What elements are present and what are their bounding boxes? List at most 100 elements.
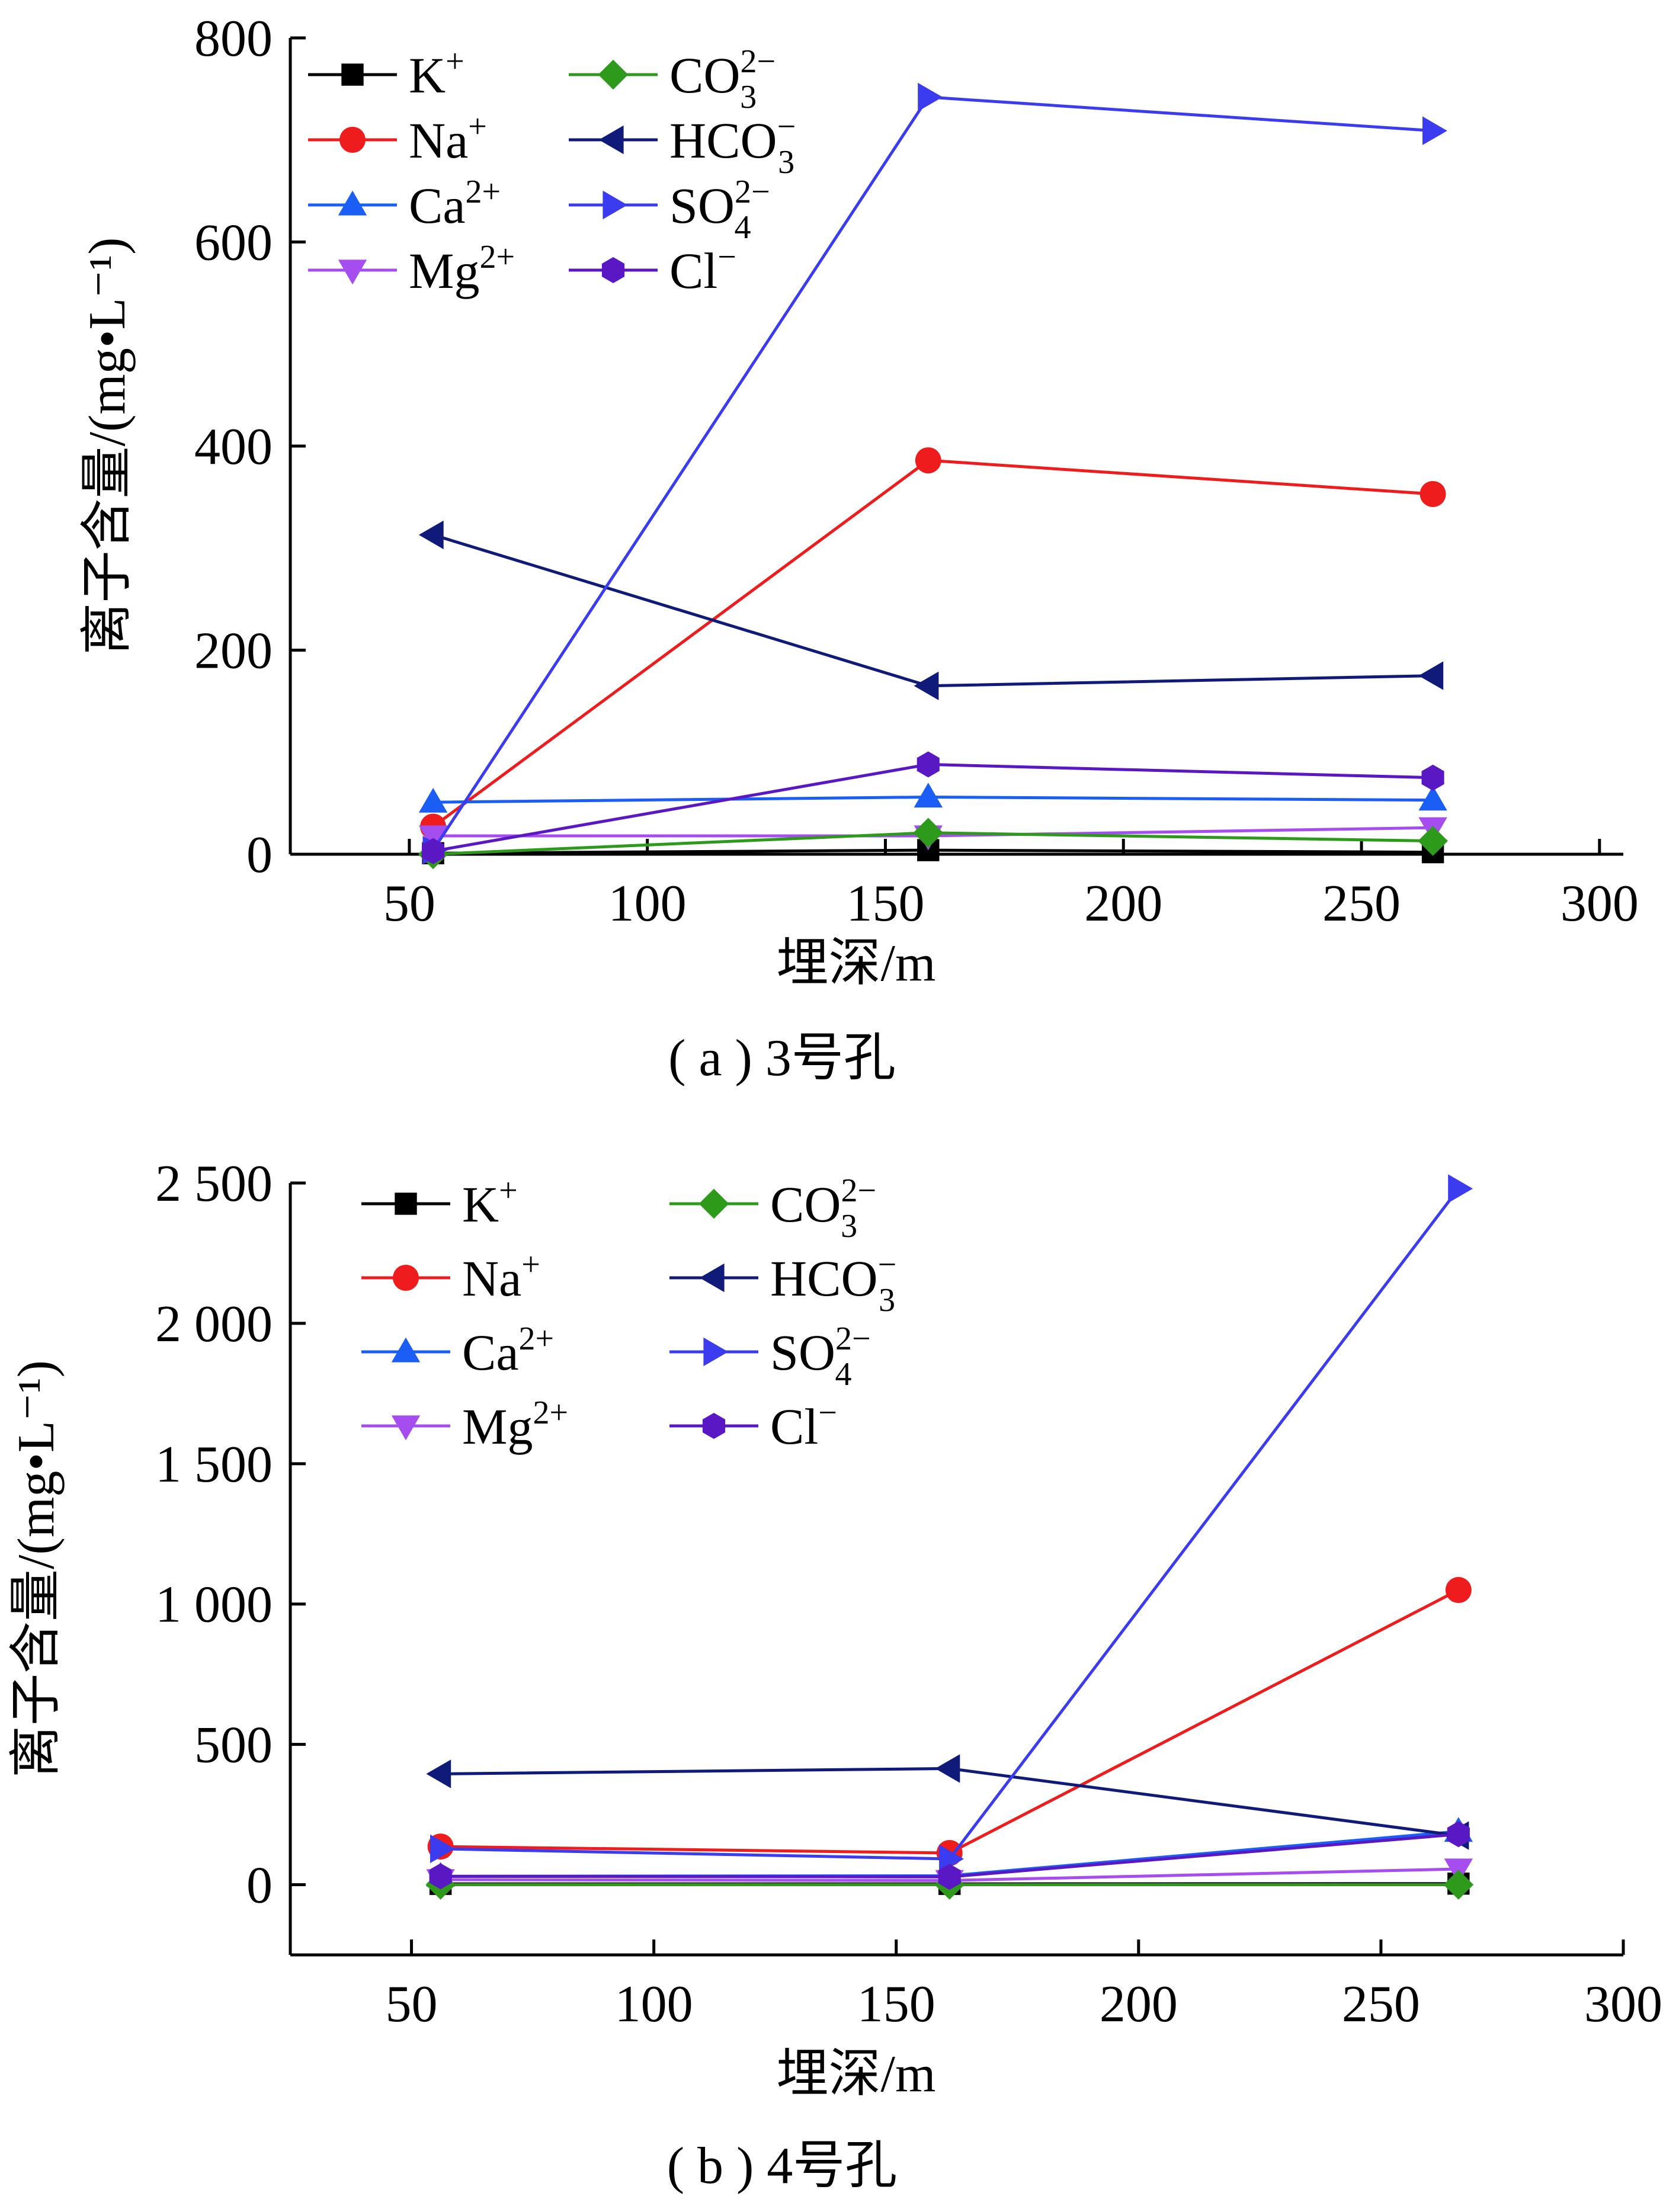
- y-tick-label: 1 500: [155, 1436, 273, 1493]
- legend-item: K+: [361, 1172, 518, 1233]
- data-point: [1445, 1577, 1472, 1604]
- x-tick-label: 250: [1322, 875, 1401, 932]
- legend-marker: [699, 1263, 725, 1293]
- x-tick-label: 50: [383, 875, 435, 932]
- legend-item: HCO− 3: [569, 108, 796, 181]
- legend-label: HCO− 3: [669, 108, 796, 181]
- legend-item: Cl−: [669, 1394, 837, 1455]
- legend-marker: [338, 259, 367, 285]
- data-point: [1447, 1821, 1470, 1848]
- series-so: [430, 1174, 1473, 1874]
- legend-label: Na+: [462, 1246, 540, 1307]
- data-point: [914, 671, 939, 700]
- figure-caption: ( a ) 3号孔: [668, 1030, 896, 1087]
- legend-item: SO2− 4: [569, 174, 770, 246]
- data-point: [938, 1864, 961, 1890]
- legend-label: Ca2+: [462, 1320, 554, 1381]
- legend-label: Na+: [409, 108, 487, 169]
- series-cl: [422, 751, 1444, 864]
- data-point: [429, 1863, 452, 1890]
- y-axis-label: 离子含量/(mg•L⁻¹): [79, 238, 136, 655]
- legend-label: Mg2+: [462, 1394, 568, 1455]
- chart-panel-a: 0 200 400 600 800 50 100 150 200 250 300 埋深/m 离子含量/(…: [79, 10, 1639, 1087]
- series-na: [420, 447, 1446, 840]
- data-point: [1418, 826, 1448, 856]
- chart-panel-b: 0 500 1 000 1 500 2 000 2 500 50 100 150 200 250 30…: [8, 1155, 1662, 2195]
- legend-item: SO2− 4: [669, 1320, 871, 1393]
- x-tick-label: 300: [1561, 875, 1639, 932]
- x-tick-label: 200: [1100, 1976, 1178, 2033]
- data-point: [1418, 786, 1447, 811]
- series-hco: [418, 520, 1444, 700]
- series-hco: [426, 1754, 1469, 1850]
- legend-item: Ca2+: [308, 174, 501, 234]
- data-point: [939, 1844, 964, 1874]
- legend-marker: [341, 63, 364, 86]
- data-point: [1422, 116, 1447, 145]
- x-tick-label: 100: [608, 875, 687, 932]
- series-line: [440, 1588, 1459, 1855]
- legend-marker: [338, 190, 367, 216]
- legend-item: Mg2+: [308, 239, 515, 299]
- legend-marker: [339, 127, 366, 153]
- legend-marker: [598, 125, 624, 155]
- y-tick-label: 2 500: [155, 1155, 273, 1213]
- series-so: [422, 82, 1447, 865]
- series-line: [432, 533, 1433, 688]
- legend-marker: [702, 1413, 726, 1439]
- legend-label: Cl−: [770, 1394, 837, 1455]
- y-tick-label: 0: [246, 1857, 273, 1915]
- x-axis-label: 埋深/m: [777, 935, 936, 992]
- legend-item: CO2− 3: [669, 1172, 876, 1245]
- y-tick-label: 0: [246, 826, 273, 884]
- x-tick-label: 150: [857, 1976, 935, 2033]
- legend-label: CO2− 3: [770, 1172, 876, 1245]
- data-point: [418, 788, 448, 813]
- legend-label: K+: [462, 1172, 518, 1233]
- legend-item: Na+: [361, 1246, 540, 1307]
- y-axis-label: 离子含量/(mg•L⁻¹): [8, 1360, 65, 1778]
- series-line: [440, 1187, 1460, 1861]
- x-tick-label: 250: [1342, 1976, 1420, 2033]
- legend-label: SO2− 4: [669, 174, 770, 246]
- y-tick-label: 600: [194, 214, 273, 272]
- data-point: [914, 783, 943, 808]
- data-point: [422, 838, 445, 864]
- legend-item: Mg2+: [361, 1394, 568, 1455]
- legend-item: K+: [308, 43, 464, 104]
- legend-item: Na+: [308, 108, 487, 169]
- legend-marker: [391, 1415, 421, 1441]
- y-tick-label: 500: [194, 1717, 273, 1774]
- legend-label: Mg2+: [409, 239, 515, 299]
- x-axis-label: 埋深/m: [777, 2046, 936, 2103]
- x-tick-label: 200: [1084, 875, 1162, 932]
- data-point: [430, 1834, 455, 1864]
- legend-label: SO2− 4: [770, 1320, 871, 1393]
- legend-label: K+: [409, 43, 464, 104]
- legend-label: CO2− 3: [669, 43, 776, 116]
- legend-label: Ca2+: [409, 174, 501, 234]
- y-tick-label: 2 000: [155, 1296, 273, 1353]
- series-line: [432, 95, 1433, 851]
- legend-label: HCO− 3: [770, 1246, 896, 1319]
- legend-marker: [698, 1188, 729, 1219]
- legend-item: Cl−: [569, 239, 736, 299]
- legend-marker: [395, 1192, 417, 1215]
- y-tick-label: 1 000: [155, 1576, 273, 1634]
- series-line: [440, 1767, 1459, 1838]
- data-point: [1420, 480, 1446, 507]
- figure-caption: ( b ) 4号孔: [667, 2137, 898, 2195]
- legend-marker: [598, 59, 629, 90]
- legend-marker: [703, 1337, 729, 1367]
- legend-marker: [603, 190, 628, 220]
- y-tick-label: 400: [194, 418, 273, 476]
- legend-item: Ca2+: [361, 1320, 554, 1381]
- legend-item: CO2− 3: [569, 43, 776, 116]
- x-tick-label: 50: [386, 1976, 438, 2033]
- data-point: [1421, 764, 1444, 791]
- data-point: [426, 1759, 451, 1788]
- data-point: [918, 82, 943, 112]
- y-tick-label: 800: [194, 10, 273, 68]
- data-point: [1448, 1174, 1473, 1203]
